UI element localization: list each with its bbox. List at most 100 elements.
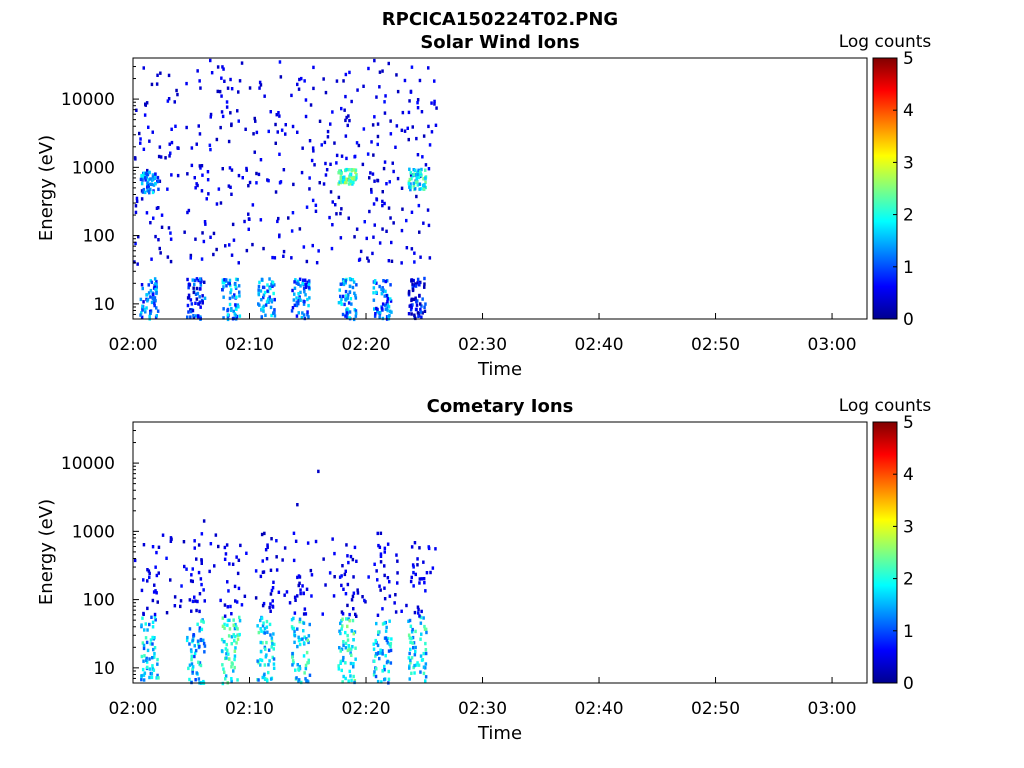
heatmap-cell — [216, 65, 220, 69]
heatmap-cell — [259, 618, 262, 623]
heatmap-cell — [326, 135, 330, 139]
heatmap-cell — [195, 286, 199, 291]
heatmap-cell — [293, 286, 297, 290]
heatmap-cell — [186, 315, 189, 319]
heatmap-cell — [230, 123, 233, 128]
heatmap-cell — [151, 296, 155, 300]
heatmap-cell — [349, 554, 353, 559]
heatmap-cell — [185, 567, 188, 571]
heatmap-cell — [199, 280, 202, 284]
heatmap-cell — [339, 211, 342, 216]
heatmap-cell — [187, 293, 191, 297]
heatmap-cell — [341, 658, 345, 663]
heatmap-cell — [255, 130, 259, 135]
heatmap-cell — [375, 290, 378, 295]
heatmap-cell — [182, 540, 186, 544]
heatmap-cell — [153, 615, 157, 619]
heatmap-cell — [348, 290, 352, 294]
heatmap-cell — [389, 648, 393, 653]
heatmap-cell — [297, 292, 300, 296]
heatmap-cell — [227, 184, 231, 188]
heatmap-cell — [202, 638, 205, 642]
heatmap-cell — [193, 654, 196, 659]
heatmap-cell — [190, 609, 193, 613]
heatmap-cell — [150, 257, 153, 261]
heatmap-cell — [384, 289, 387, 294]
heatmap-cell — [141, 641, 145, 645]
heatmap-cell — [149, 221, 152, 225]
heatmap-cell — [146, 606, 149, 611]
heatmap-cell — [151, 620, 155, 624]
heatmap-cell — [354, 646, 357, 650]
heatmap-cell — [225, 543, 229, 547]
heatmap-cell — [302, 641, 306, 645]
heatmap-cell — [147, 291, 151, 295]
heatmap-cell — [308, 176, 311, 180]
heatmap-cell — [262, 285, 266, 290]
heatmap-cell — [230, 612, 233, 616]
heatmap-cell — [261, 624, 265, 628]
heatmap-cell — [291, 124, 295, 129]
heatmap-cell — [418, 581, 421, 585]
heatmap-cell — [376, 178, 379, 183]
heatmap-cell — [262, 621, 265, 625]
heatmap-cell — [383, 550, 386, 554]
heatmap-cell — [370, 190, 373, 194]
heatmap-cell — [380, 306, 384, 310]
heatmap-cell — [262, 601, 266, 606]
x-axis-label-solar-wind: Time — [477, 359, 522, 380]
heatmap-cell — [232, 238, 236, 242]
heatmap-cell — [227, 589, 230, 593]
heatmap-cell — [202, 588, 205, 592]
heatmap-cell — [254, 119, 257, 123]
y-tick-label: 1000 — [72, 158, 115, 178]
heatmap-cell — [345, 315, 349, 319]
heatmap-cell — [253, 150, 256, 154]
heatmap-cell — [272, 310, 276, 315]
heatmap-cell — [348, 70, 351, 75]
heatmap-cell — [233, 293, 236, 297]
heatmap-cell — [270, 282, 273, 287]
heatmap-cell — [145, 101, 149, 105]
heatmap-cell — [142, 643, 146, 648]
heatmap-cell — [352, 674, 355, 679]
heatmap-cell — [238, 79, 242, 83]
heatmap-cell — [351, 594, 355, 599]
heatmap-cell — [293, 280, 296, 284]
heatmap-cell — [200, 558, 203, 562]
heatmap-cell — [275, 555, 278, 559]
heatmap-cell — [419, 670, 422, 674]
heatmap-cell — [227, 634, 231, 638]
heatmap-cell — [420, 304, 423, 308]
heatmap-cell — [148, 575, 151, 579]
heatmap-cell — [347, 182, 351, 186]
heatmap-cell — [259, 83, 263, 87]
heatmap-cell — [365, 236, 368, 241]
heatmap-cell — [308, 673, 312, 677]
heatmap-cell — [387, 206, 391, 210]
heatmap-cell — [255, 181, 258, 185]
heatmap-cell — [266, 679, 269, 683]
heatmap-cell — [311, 146, 315, 150]
heatmap-cell — [195, 297, 199, 301]
heatmap-cell — [344, 646, 348, 650]
heatmap-cell — [291, 211, 295, 215]
heatmap-cell — [318, 119, 322, 123]
heatmap-cell — [287, 216, 290, 220]
heatmap-cell — [145, 306, 148, 310]
heatmap-cell — [385, 293, 388, 298]
heatmap-cell — [408, 666, 411, 670]
heatmap-cell — [232, 309, 235, 314]
heatmap-cell — [302, 302, 306, 306]
heatmap-cell — [411, 282, 414, 287]
heatmap-cell — [186, 172, 189, 176]
colorbar-tick-label: 1 — [903, 622, 914, 642]
heatmap-cell — [230, 253, 234, 257]
heatmap-cell — [229, 283, 232, 288]
heatmap-cell — [390, 240, 393, 245]
heatmap-cell — [367, 575, 370, 579]
heatmap-cell — [408, 618, 412, 623]
heatmap-cell — [293, 595, 297, 599]
heatmap-cell — [255, 171, 258, 176]
